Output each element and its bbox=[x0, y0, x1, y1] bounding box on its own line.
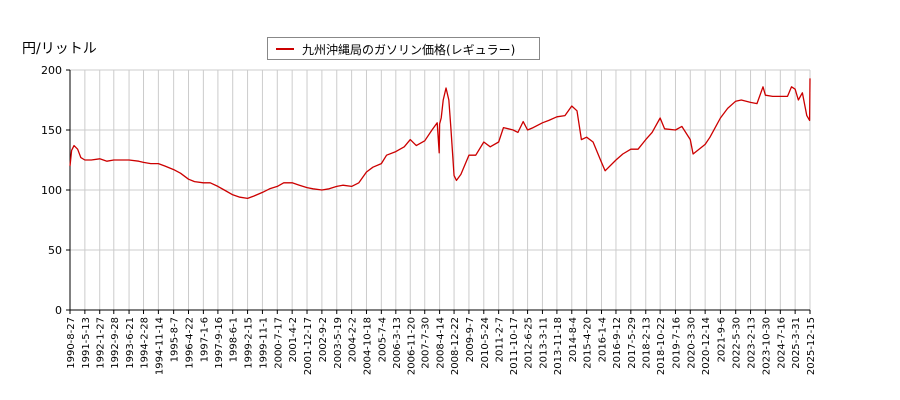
x-tick-label: 2017-5-29 bbox=[627, 317, 638, 369]
x-tick-label: 1997-9-16 bbox=[214, 317, 225, 369]
series-line-0 bbox=[69, 78, 811, 200]
x-tick-label: 2018-10-22 bbox=[656, 317, 667, 375]
legend: 九州沖縄局のガソリン価格(レギュラー) bbox=[267, 37, 540, 60]
x-tick-label: 2023-10-30 bbox=[761, 317, 772, 375]
x-tick-label: 2000-7-17 bbox=[273, 317, 284, 369]
x-tick-label: 2024-7-16 bbox=[776, 317, 787, 369]
x-tick-label: 2010-5-24 bbox=[480, 317, 491, 369]
x-tick-label: 2009-9-7 bbox=[465, 317, 476, 362]
x-tick-label: 2019-7-16 bbox=[671, 317, 682, 369]
x-tick-label: 2016-1-4 bbox=[597, 317, 608, 362]
x-tick-label: 2020-12-14 bbox=[701, 317, 712, 375]
x-tick-label: 1992-1-27 bbox=[96, 317, 107, 369]
x-tick-label: 2018-2-13 bbox=[642, 317, 653, 369]
y-tick-label: 100 bbox=[41, 184, 62, 197]
x-tick-label: 2008-4-14 bbox=[436, 317, 447, 369]
x-tick-label: 1999-2-15 bbox=[244, 317, 255, 369]
x-tick-label: 2001-12-17 bbox=[303, 317, 314, 375]
x-tick-label: 2025-3-31 bbox=[791, 317, 802, 369]
x-tick-label: 2004-10-18 bbox=[362, 317, 373, 375]
x-tick-label: 1992-9-28 bbox=[110, 317, 121, 369]
y-tick-label: 0 bbox=[55, 304, 62, 317]
x-tick-label: 1991-5-13 bbox=[81, 317, 92, 369]
legend-swatch bbox=[276, 48, 294, 50]
x-tick-label: 1990-8-27 bbox=[66, 317, 77, 369]
x-tick-label: 1998-6-1 bbox=[229, 317, 240, 362]
y-tick-label: 200 bbox=[41, 64, 62, 77]
x-tick-label: 2002-9-2 bbox=[318, 317, 329, 362]
x-tick-label: 2012-6-25 bbox=[524, 317, 535, 369]
x-tick-label: 2007-7-30 bbox=[421, 317, 432, 369]
y-tick-label: 150 bbox=[41, 124, 62, 137]
x-tick-label: 1993-6-21 bbox=[125, 317, 136, 369]
x-tick-label: 2011-10-17 bbox=[509, 317, 520, 375]
x-tick-label: 1994-2-28 bbox=[140, 317, 151, 369]
x-tick-label: 2004-2-2 bbox=[348, 317, 359, 362]
x-tick-label: 2025-12-15 bbox=[806, 317, 817, 375]
x-tick-label: 1995-8-7 bbox=[170, 317, 181, 362]
x-tick-label: 2001-4-2 bbox=[288, 317, 299, 362]
x-tick-label: 2021-9-6 bbox=[716, 317, 727, 362]
x-tick-label: 2006-3-13 bbox=[392, 317, 403, 369]
x-tick-label: 1997-1-6 bbox=[199, 317, 210, 362]
x-tick-label: 2003-5-19 bbox=[333, 317, 344, 369]
x-tick-label: 2023-2-13 bbox=[747, 317, 758, 369]
x-tick-label: 2006-11-20 bbox=[406, 317, 417, 375]
x-tick-label: 2013-11-18 bbox=[553, 317, 564, 375]
y-tick-label: 50 bbox=[48, 244, 62, 257]
legend-series-name: 九州沖縄局のガソリン価格(レギュラー) bbox=[302, 43, 516, 57]
y-axis-unit-label: 円/リットル bbox=[22, 41, 97, 57]
x-tick-label: 2020-3-30 bbox=[686, 317, 697, 369]
x-tick-label: 2008-12-22 bbox=[450, 317, 461, 375]
x-tick-label: 2016-9-12 bbox=[612, 317, 623, 369]
x-tick-label: 2005-7-4 bbox=[377, 317, 388, 362]
x-tick-label: 2014-8-4 bbox=[568, 317, 579, 362]
x-tick-label: 1999-11-1 bbox=[258, 317, 269, 369]
x-tick-label: 1996-4-22 bbox=[185, 317, 196, 369]
x-tick-label: 2022-5-30 bbox=[732, 317, 743, 369]
x-tick-label: 2015-4-20 bbox=[583, 317, 594, 369]
x-tick-label: 2013-3-11 bbox=[538, 317, 549, 369]
x-tick-label: 1994-11-14 bbox=[154, 317, 165, 375]
x-tick-label: 2011-2-7 bbox=[495, 317, 506, 362]
